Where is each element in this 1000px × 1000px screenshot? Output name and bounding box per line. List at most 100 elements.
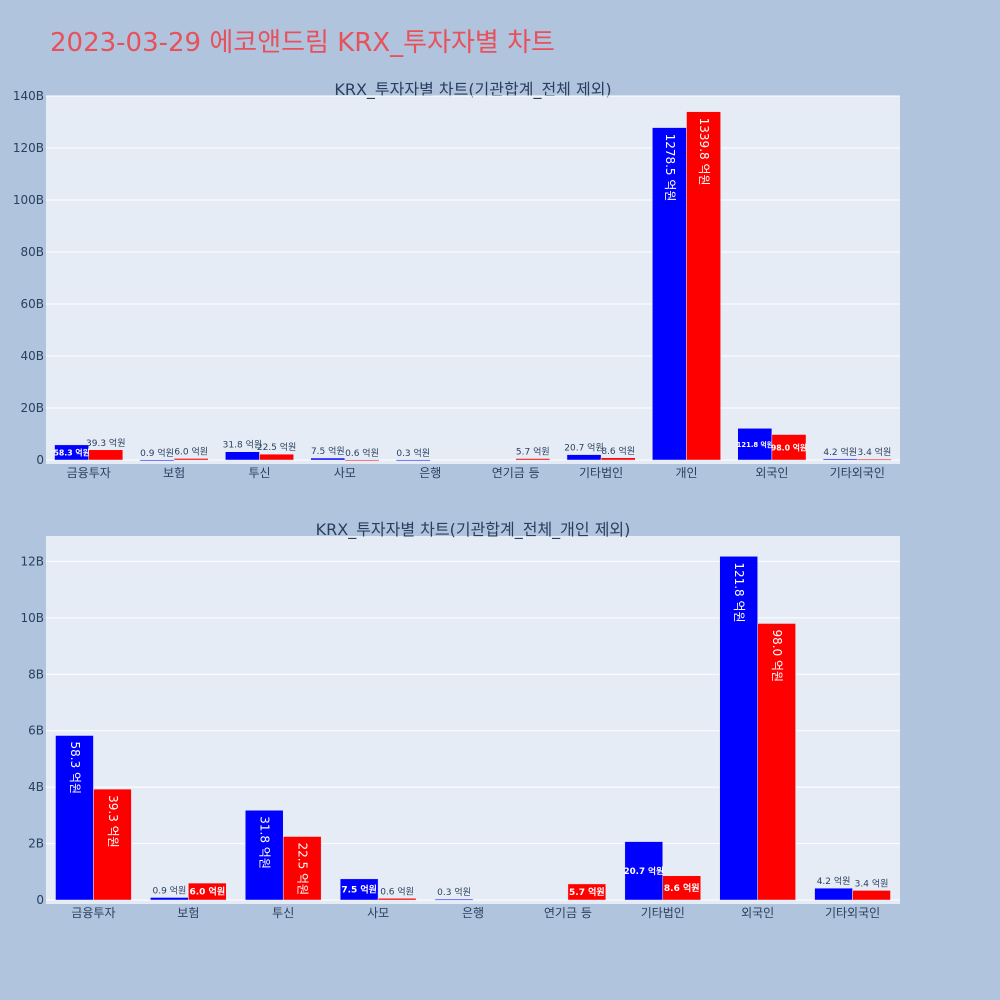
x-tick-label: 기타법인 [579, 466, 623, 480]
bar-value-label: 98.0 억원 [771, 442, 807, 452]
x-tick-label: 투신 [248, 466, 270, 480]
bar-value-label: 0.9 억원 [140, 447, 174, 459]
bar [88, 449, 124, 461]
x-tick-label: 보험 [163, 466, 185, 480]
y-tick-label: 8B [28, 667, 44, 681]
bar-value-label: 8.6 억원 [601, 445, 635, 457]
bar [139, 459, 175, 462]
bar [814, 887, 853, 901]
x-tick-label: 금융투자 [67, 466, 111, 480]
y-tick-label: 20B [20, 401, 44, 415]
bar-value-label: 22.5 억원 [296, 843, 310, 896]
y-tick-label: 6B [28, 724, 44, 738]
y-tick-label: 60B [20, 297, 44, 311]
bar [566, 454, 602, 461]
page-title: 2023-03-29 에코앤드림 KRX_투자자별 차트 [50, 28, 555, 58]
x-tick-label: 금융투자 [71, 906, 115, 920]
bar [737, 428, 773, 461]
bar-value-label: 5.7 억원 [569, 886, 605, 898]
bar [344, 459, 380, 462]
bar-value-label: 39.3 억원 [106, 795, 120, 848]
bar-value-label: 39.3 억원 [86, 437, 125, 449]
bar-value-label: 7.5 억원 [311, 445, 345, 457]
bar [245, 810, 284, 901]
bar-value-label: 0.6 억원 [380, 885, 414, 897]
x-tick-label: 기타외국인 [830, 466, 885, 480]
bar-value-label: 0.9 억원 [152, 884, 186, 896]
bar-value-label: 6.0 억원 [189, 886, 225, 898]
x-tick-label: 투신 [272, 906, 294, 920]
x-tick-label: 연기금 등 [492, 466, 540, 480]
bar [771, 434, 807, 461]
y-tick-label: 10B [20, 611, 44, 625]
bar [852, 890, 891, 901]
bar [686, 111, 721, 461]
bar [377, 898, 417, 901]
bar-value-label: 98.0 억원 [770, 629, 784, 682]
bar [188, 882, 227, 901]
bar-value-label: 4.2 억원 [817, 875, 851, 887]
bar-value-label: 22.5 억원 [257, 441, 296, 453]
y-tick-label: 80B [20, 245, 44, 259]
bar [515, 458, 551, 461]
bar [600, 457, 636, 461]
bar [624, 841, 664, 901]
x-tick-label: 기타외국인 [825, 906, 880, 920]
y-tick-label: 0 [36, 893, 44, 907]
bar [93, 788, 132, 901]
bar [55, 735, 94, 901]
bar-value-label: 121.8 억원 [737, 440, 773, 449]
bar-value-label: 58.3 억원 [53, 447, 89, 457]
bar [339, 878, 379, 901]
y-tick-label: 120B [13, 141, 44, 155]
bar-value-label: 1278.5 억원 [663, 134, 677, 202]
bar-value-label: 7.5 억원 [341, 883, 377, 895]
y-tick-label: 0 [36, 453, 44, 467]
x-tick-label: 사모 [334, 466, 356, 480]
y-tick-label: 2B [28, 837, 44, 851]
bar-value-label: 20.7 억원 [564, 442, 603, 454]
bar-value-label: 20.7 억원 [624, 865, 664, 877]
x-tick-label: 개인 [675, 466, 697, 480]
chart-title-0: KRX_투자자별 차트(기관합계_전체 제외) [334, 80, 611, 100]
bar [259, 453, 294, 461]
y-tick-label: 4B [28, 780, 44, 794]
y-tick-label: 140B [13, 89, 44, 103]
plot-area-0 [46, 96, 900, 464]
x-tick-label: 은행 [419, 465, 441, 480]
y-tick-label: 100B [13, 193, 44, 207]
bar [434, 898, 474, 901]
bar [395, 459, 431, 462]
y-tick-label: 12B [20, 554, 44, 568]
bar-value-label: 5.7 억원 [516, 446, 550, 458]
bar [652, 127, 687, 461]
x-tick-label: 기타법인 [641, 906, 685, 920]
bar [857, 458, 892, 461]
bar [662, 875, 701, 901]
bar-value-label: 4.2 억원 [823, 446, 857, 458]
bar-value-label: 121.8 억원 [732, 562, 746, 622]
x-tick-label: 은행 [462, 905, 484, 920]
bar [310, 457, 346, 461]
bar [150, 897, 189, 901]
x-tick-label: 연기금 등 [544, 906, 592, 920]
bar [282, 836, 322, 901]
bar-value-label: 0.3 억원 [396, 447, 430, 459]
x-tick-label: 보험 [177, 906, 199, 920]
chart-title-1: KRX_투자자별 차트(기관합계_전체_개인 제외) [316, 520, 631, 540]
bar [757, 623, 796, 901]
x-tick-label: 사모 [367, 906, 389, 920]
bar [225, 451, 260, 461]
bar-value-label: 6.0 억원 [174, 445, 208, 457]
x-tick-label: 외국인 [755, 466, 788, 480]
bar-value-label: 0.3 억원 [437, 886, 471, 898]
bar-value-label: 58.3 억원 [68, 741, 82, 794]
bar [822, 458, 858, 461]
bar-value-label: 3.4 억원 [855, 877, 889, 889]
x-tick-label: 외국인 [741, 906, 774, 920]
bar-value-label: 0.6 억원 [345, 447, 379, 459]
bar [567, 883, 607, 901]
bar-value-label: 1339.8 억원 [697, 118, 711, 186]
bar-value-label: 31.8 억원 [223, 439, 262, 451]
